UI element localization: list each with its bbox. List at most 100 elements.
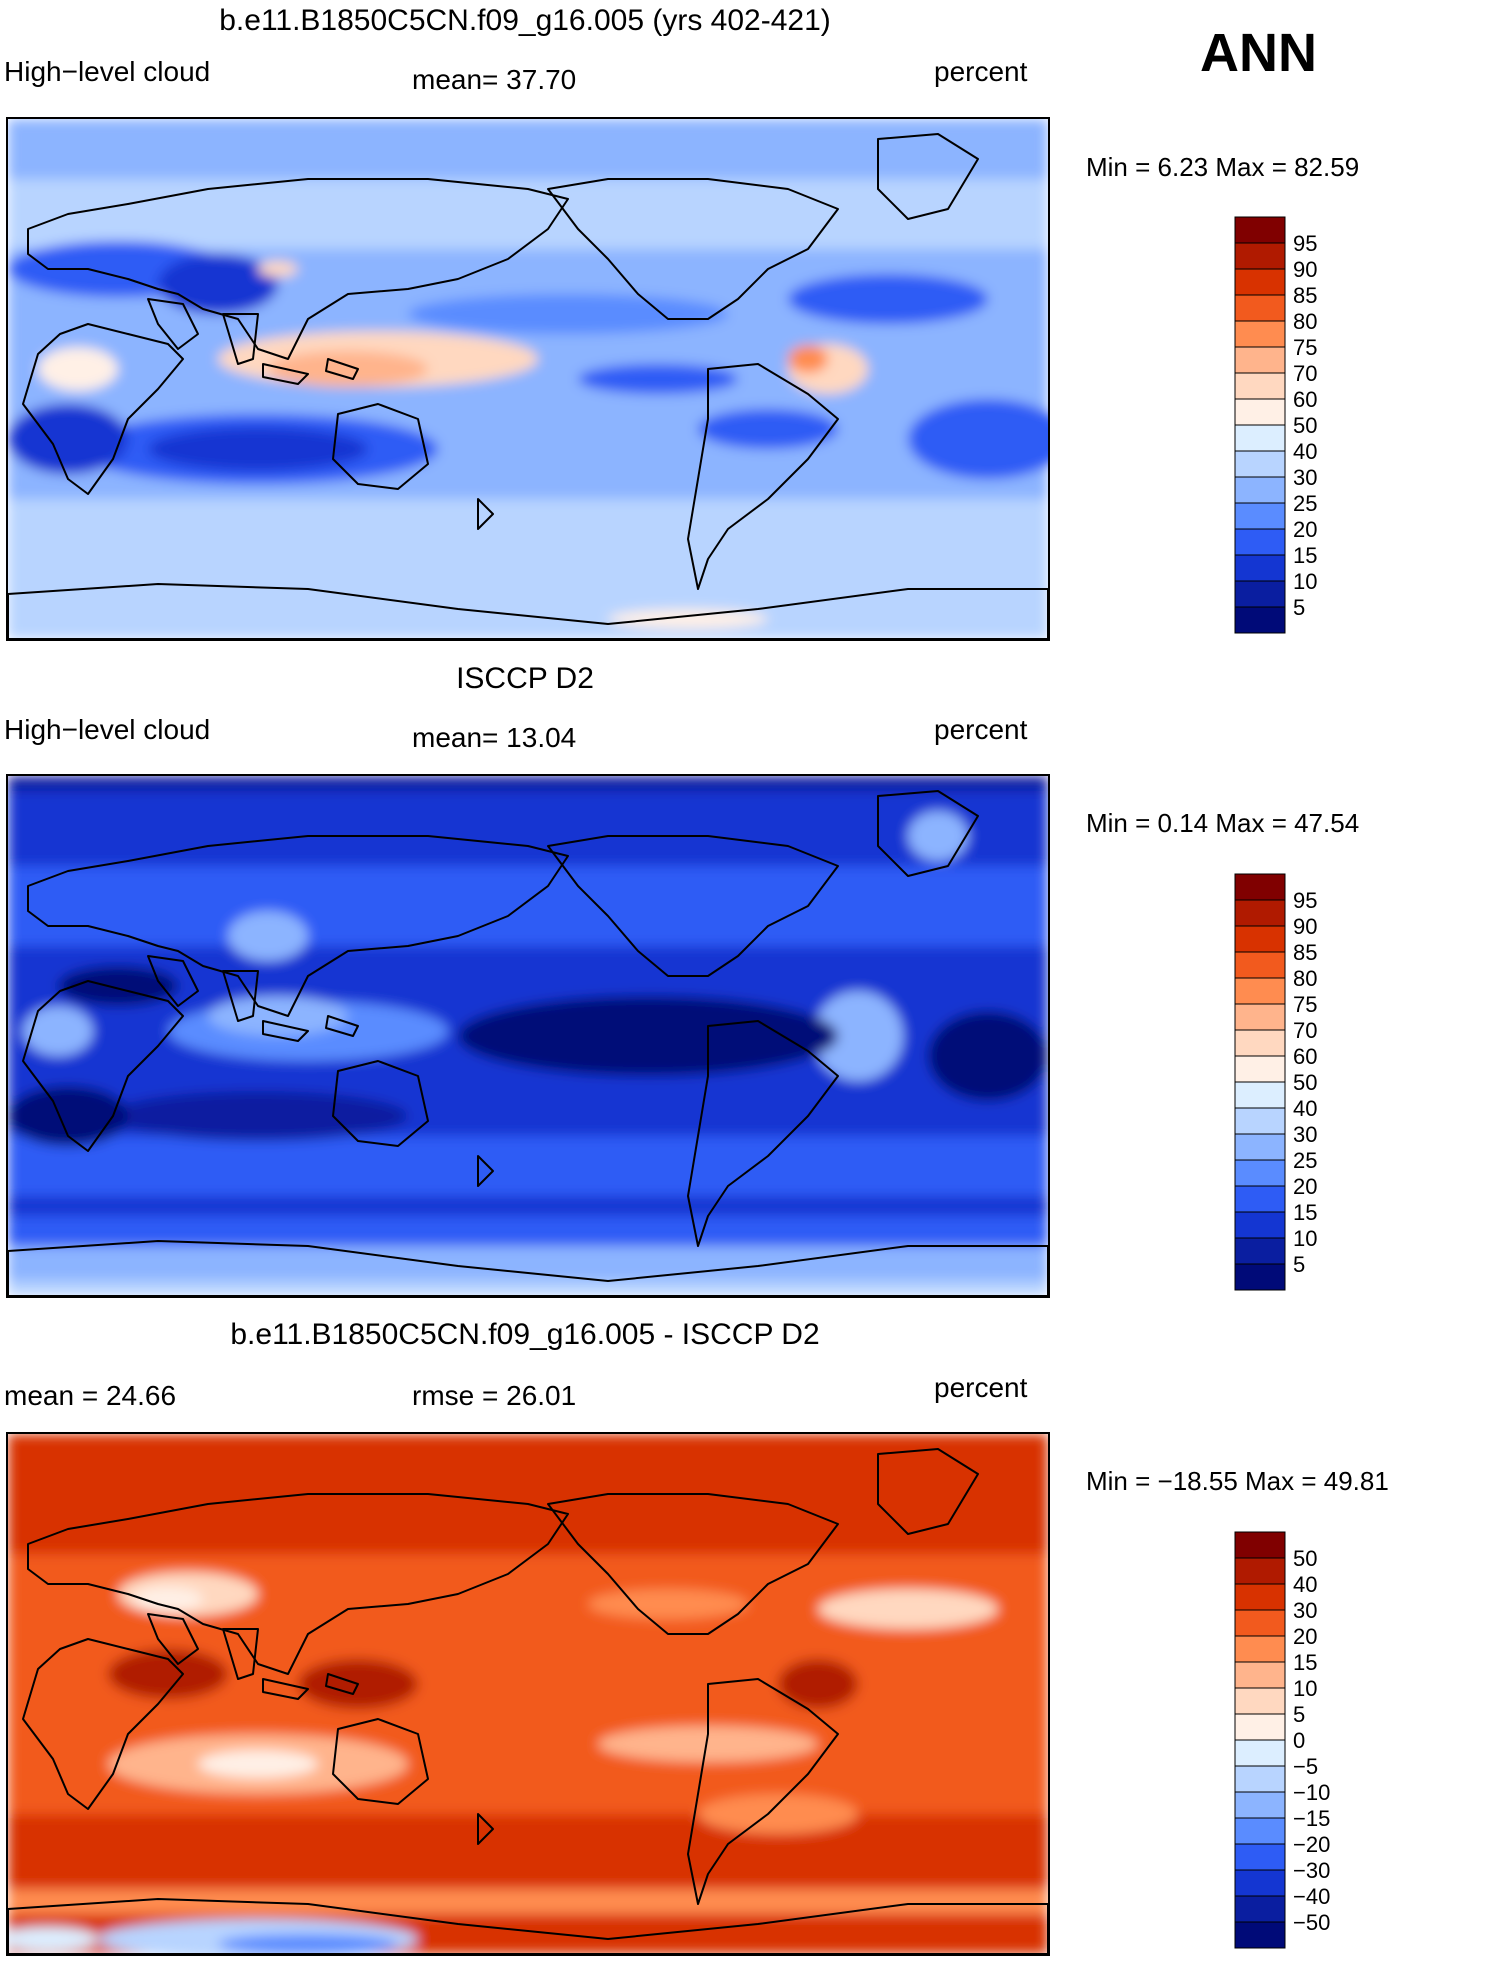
coastline: [687, 1678, 839, 1905]
field-contour: [608, 609, 768, 629]
field-contour: [928, 1011, 1048, 1101]
coastline: [262, 1678, 309, 1700]
panel-1-mean-label: mean= 37.70: [412, 64, 577, 95]
field-contour: [198, 1750, 318, 1778]
colorbar-swatch: [1234, 1765, 1286, 1793]
field-band: [8, 1136, 1048, 1196]
coastline: [877, 133, 979, 220]
colorbar-swatch: [1234, 1791, 1286, 1819]
colorbar-tick-label: −40: [1293, 1884, 1330, 1909]
panel-2-map: [6, 774, 1050, 1298]
coastline: [22, 1638, 184, 1810]
coastline: [8, 1240, 1048, 1296]
colorbar-tick-label: 50: [1293, 1546, 1317, 1571]
panel-2-mean-label: mean= 13.04: [412, 722, 577, 753]
field-contour: [218, 1934, 398, 1954]
panel-2-minmax: Min = 0.14 Max = 47.54: [1086, 808, 1360, 838]
colorbar-tick-label: 10: [1293, 569, 1317, 594]
panel-2-title: ISCCP D2: [456, 662, 594, 695]
colorbar-swatch: [1234, 1583, 1286, 1611]
panel-1-map-svg: [8, 119, 1048, 639]
colorbar-swatch: [1234, 1107, 1286, 1135]
coastline: [8, 583, 1048, 639]
field-contour: [578, 364, 738, 394]
coastline: [325, 358, 359, 380]
colorbar-swatch: [1234, 372, 1286, 400]
coastline: [147, 298, 199, 350]
coastline: [22, 980, 184, 1152]
colorbar-tick-label: 20: [1293, 1624, 1317, 1649]
field-layer: [8, 1434, 1048, 1954]
coastline: [8, 1898, 1048, 1954]
colorbar-tick-label: 90: [1293, 257, 1317, 282]
colorbar-swatch: [1234, 1895, 1286, 1923]
coastline: [325, 1015, 359, 1037]
coastline: [27, 178, 569, 360]
field-contour: [148, 427, 368, 471]
colorbar-tick-label: 50: [1293, 413, 1317, 438]
colorbar-tick-label: 5: [1293, 1702, 1305, 1727]
colorbar-swatch: [1234, 242, 1286, 270]
field-contour: [408, 294, 728, 334]
coastline: [262, 363, 309, 385]
panel-1-variable-label: High−level cloud: [4, 56, 211, 87]
colorbar-swatch: [1234, 502, 1286, 530]
colorbar-swatch: [1234, 977, 1286, 1005]
field-contour: [158, 254, 278, 314]
coastline: [147, 1613, 199, 1665]
colorbar-swatch: [1234, 320, 1286, 348]
colorbar-tick-label: −30: [1293, 1858, 1330, 1883]
colorbar-tick-label: −20: [1293, 1832, 1330, 1857]
field-contour: [788, 345, 828, 373]
field-contour: [458, 996, 838, 1076]
colorbar-tick-label: 20: [1293, 1174, 1317, 1199]
colorbar-tick-label: 0: [1293, 1728, 1305, 1753]
colorbar-swatch: [1234, 580, 1286, 608]
field-band: [8, 1281, 1048, 1296]
field-contour: [598, 1726, 818, 1762]
coastline: [27, 1493, 569, 1675]
colorbar-tick-label: 15: [1293, 1200, 1317, 1225]
coastline: [222, 1628, 259, 1680]
colorbar-swatch: [1234, 925, 1286, 953]
colorbar-tick-label: 40: [1293, 1096, 1317, 1121]
panel-1-units-label: percent: [934, 56, 1028, 87]
colorbar-swatch: [1234, 476, 1286, 504]
colorbar-swatch: [1234, 1133, 1286, 1161]
field-contour: [258, 261, 298, 277]
colorbar-tick-label: 75: [1293, 335, 1317, 360]
coastline: [222, 970, 259, 1022]
colorbar-swatch: [1234, 1531, 1286, 1559]
coastline: [477, 1813, 494, 1845]
panel-1-map: [6, 117, 1050, 641]
colorbar-swatch: [1234, 1185, 1286, 1213]
colorbar-swatch: [1234, 528, 1286, 556]
colorbar-tick-label: 85: [1293, 283, 1317, 308]
colorbar-swatch: [1234, 424, 1286, 452]
colorbar-tick-label: 5: [1293, 1252, 1305, 1277]
colorbar-swatch: [1234, 554, 1286, 582]
coastline: [222, 313, 259, 365]
colorbar-tick-label: 40: [1293, 439, 1317, 464]
field-contour: [8, 1086, 128, 1146]
colorbar-swatch: [1234, 268, 1286, 296]
colorbar-swatch: [1234, 1029, 1286, 1057]
colorbar-swatch: [1234, 1843, 1286, 1871]
field-contour: [778, 1659, 858, 1709]
coastline: [27, 835, 569, 1017]
panel-1-title: b.e11.B1850C5CN.f09_g16.005 (yrs 402-421…: [219, 4, 831, 37]
season-label: ANN: [1200, 23, 1317, 83]
coastline: [547, 1493, 839, 1635]
colorbar-tick-label: 15: [1293, 1650, 1317, 1675]
field-band: [8, 1889, 1048, 1914]
colorbar-swatch: [1234, 951, 1286, 979]
field-contour: [908, 399, 1048, 479]
panel-3-map-svg: [8, 1434, 1048, 1954]
colorbar-swatch: [1234, 606, 1286, 634]
field-layer: [8, 776, 1048, 1296]
colorbar-tick-label: 50: [1293, 1070, 1317, 1095]
coastline: [547, 178, 839, 320]
coastline: [332, 1060, 429, 1147]
panel-3-title: b.e11.B1850C5CN.f09_g16.005 - ISCCP D2: [230, 1318, 820, 1351]
